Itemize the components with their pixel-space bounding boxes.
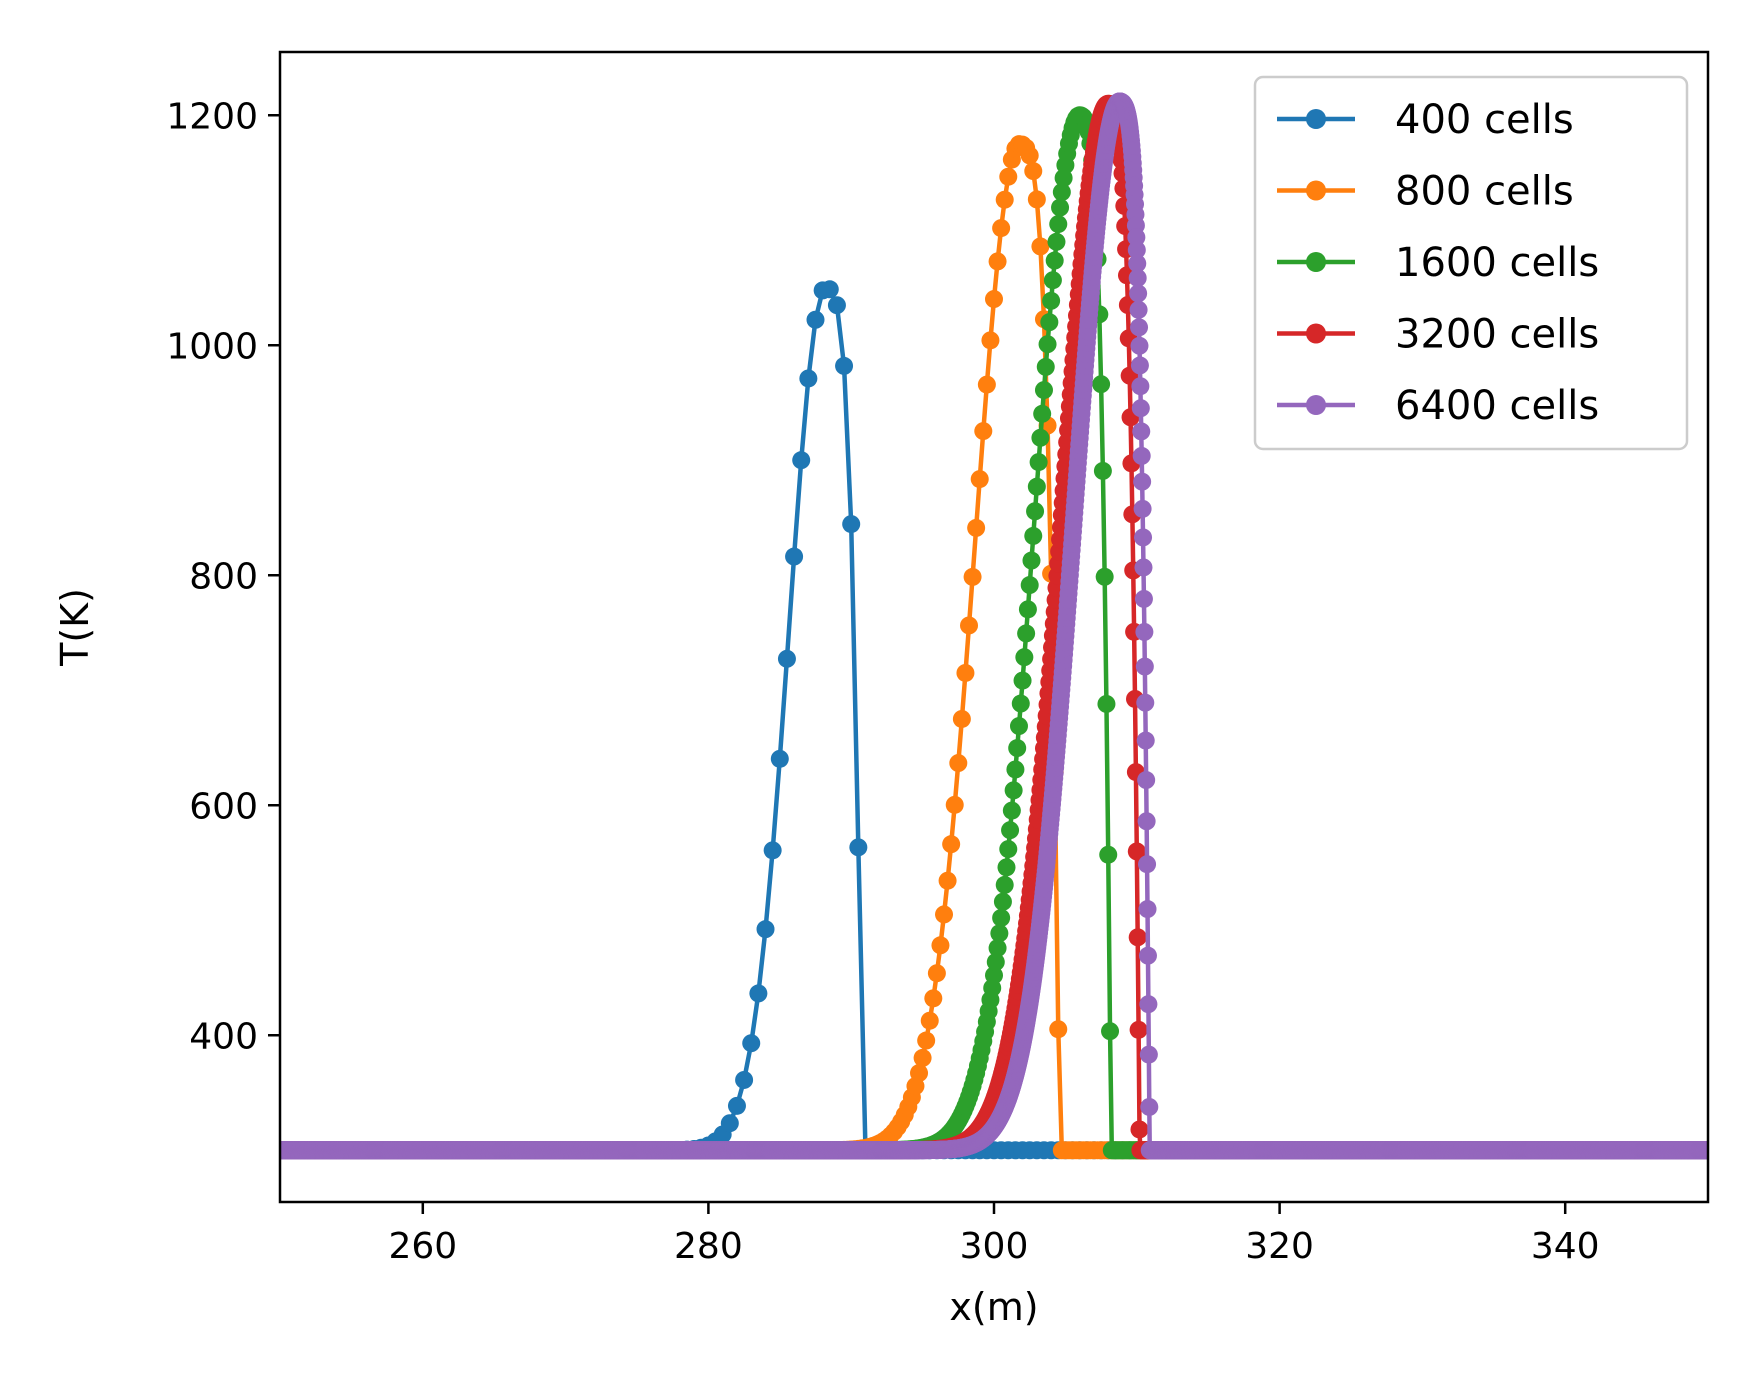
- data-point: [749, 984, 768, 1003]
- data-point: [963, 567, 982, 586]
- data-point: [1024, 162, 1043, 181]
- data-point: [1026, 502, 1045, 521]
- data-point: [777, 649, 796, 668]
- data-point: [1101, 1022, 1120, 1041]
- data-point: [942, 835, 961, 854]
- data-point: [1128, 928, 1147, 947]
- data-point: [956, 663, 975, 682]
- data-point: [1099, 845, 1118, 864]
- data-point: [1011, 694, 1030, 713]
- data-point: [770, 749, 789, 768]
- data-point: [720, 1114, 739, 1133]
- data-point: [1017, 624, 1036, 643]
- data-point: [992, 908, 1011, 927]
- data-point: [938, 871, 957, 890]
- data-point: [1049, 215, 1068, 234]
- data-point: [1027, 477, 1046, 496]
- data-point: [835, 356, 854, 375]
- data-point: [992, 219, 1011, 238]
- data-point: [1001, 821, 1020, 840]
- data-point: [910, 1064, 929, 1083]
- data-point: [985, 290, 1003, 309]
- data-point: [1092, 375, 1111, 394]
- data-point: [1052, 183, 1071, 202]
- data-point: [988, 252, 1007, 271]
- data-point: [1004, 781, 1023, 800]
- data-point: [1008, 739, 1027, 758]
- data-point: [986, 953, 1005, 972]
- data-point: [917, 1031, 936, 1050]
- data-point: [1040, 313, 1059, 332]
- data-point: [993, 892, 1012, 911]
- data-point: [1022, 551, 1041, 570]
- data-point: [827, 296, 846, 315]
- data-point: [820, 280, 839, 299]
- data-point: [997, 858, 1016, 877]
- data-point: [1097, 694, 1116, 713]
- data-point: [999, 167, 1018, 186]
- data-point: [1130, 1120, 1149, 1139]
- data-point: [1024, 526, 1043, 545]
- data-point: [1033, 404, 1052, 423]
- data-point: [1043, 271, 1062, 290]
- data-point: [1031, 428, 1050, 447]
- data-point: [1006, 760, 1025, 779]
- data-point: [949, 754, 968, 773]
- data-point: [799, 369, 818, 388]
- data-point: [913, 1048, 932, 1067]
- data-point: [1045, 251, 1064, 270]
- data-point: [806, 310, 825, 329]
- data-point: [1018, 600, 1037, 619]
- data-point: [945, 795, 964, 814]
- data-point: [1095, 567, 1114, 586]
- data-point: [1129, 1020, 1148, 1039]
- data-point: [763, 841, 782, 860]
- data-point: [995, 875, 1014, 894]
- data-point: [1051, 198, 1070, 217]
- data-point: [1027, 190, 1046, 209]
- data-point: [995, 190, 1014, 209]
- data-point: [735, 1070, 754, 1089]
- data-point: [842, 515, 861, 534]
- data-point: [970, 470, 989, 489]
- data-point: [742, 1034, 761, 1053]
- data-point: [1031, 237, 1050, 256]
- data-point: [1049, 1020, 1068, 1039]
- data-point: [977, 375, 996, 394]
- data-point: [924, 989, 943, 1008]
- data-point: [1020, 576, 1039, 595]
- data-point: [1015, 648, 1034, 667]
- data-point: [974, 422, 993, 441]
- data-point: [727, 1096, 746, 1115]
- data-point: [1002, 801, 1021, 820]
- data-point: [990, 924, 1009, 943]
- data-point: [931, 936, 950, 955]
- data-point: [1034, 381, 1053, 400]
- data-point: [849, 838, 868, 857]
- data-point: [960, 616, 979, 635]
- data-point: [999, 840, 1018, 859]
- data-point: [785, 547, 804, 566]
- data-point: [920, 1011, 939, 1030]
- data-point: [1013, 671, 1032, 690]
- data-point: [952, 709, 971, 728]
- data-point: [927, 964, 946, 983]
- data-point: [1009, 717, 1028, 736]
- data-point: [1093, 461, 1112, 480]
- data-point: [1020, 146, 1039, 165]
- data-point: [1036, 357, 1055, 376]
- data-point: [1042, 291, 1061, 310]
- data-point: [1038, 335, 1057, 354]
- data-point: [1029, 453, 1048, 472]
- data-point: [792, 451, 811, 470]
- data-point: [1047, 232, 1066, 251]
- data-point: [981, 331, 1000, 350]
- data-point: [756, 920, 775, 939]
- data-point: [967, 518, 986, 537]
- data-point: [935, 905, 954, 924]
- data-point: [988, 939, 1007, 958]
- plot-area: [280, 92, 1708, 1160]
- data-point: [985, 966, 1003, 985]
